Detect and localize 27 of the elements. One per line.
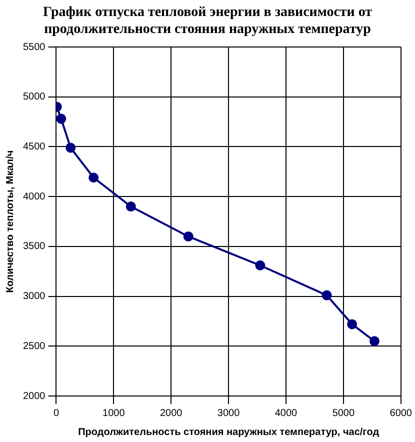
x-tick-label: 5000 xyxy=(332,408,355,419)
point xyxy=(322,290,332,300)
point xyxy=(347,319,358,330)
point xyxy=(369,336,380,346)
point xyxy=(88,172,99,183)
y-tick-label: 5000 xyxy=(22,92,46,103)
point xyxy=(56,114,66,124)
point xyxy=(66,142,76,153)
point xyxy=(183,231,194,242)
point xyxy=(126,202,136,212)
y-tick-label: 4500 xyxy=(22,141,46,152)
y-tick-label: 3000 xyxy=(22,291,46,302)
chart-title: График отпуска тепловой энергии в зависимости от продолжительности стояния наружных температур xyxy=(42,4,374,38)
x-tick-label: 0 xyxy=(53,408,60,419)
x-tick-label: 1000 xyxy=(102,408,126,419)
x-tick-label: 2000 xyxy=(160,408,183,419)
x-tick-label: 6000 xyxy=(390,408,412,419)
x-tick-label: 3000 xyxy=(217,408,240,419)
y-tick-label: 4000 xyxy=(22,191,46,202)
y-tick-label: 2500 xyxy=(22,340,46,352)
y-tick-label: 2000 xyxy=(22,390,46,402)
y-axis-title: Количество теплоты, Мкал/ч xyxy=(4,150,16,293)
y-tick-label: 5500 xyxy=(22,42,46,53)
x-axis-title: Продолжительность стояния наружных температур, час/год xyxy=(78,426,380,438)
point xyxy=(255,260,266,270)
x-tick-label: 4000 xyxy=(274,408,298,419)
y-tick-label: 3500 xyxy=(22,241,46,252)
